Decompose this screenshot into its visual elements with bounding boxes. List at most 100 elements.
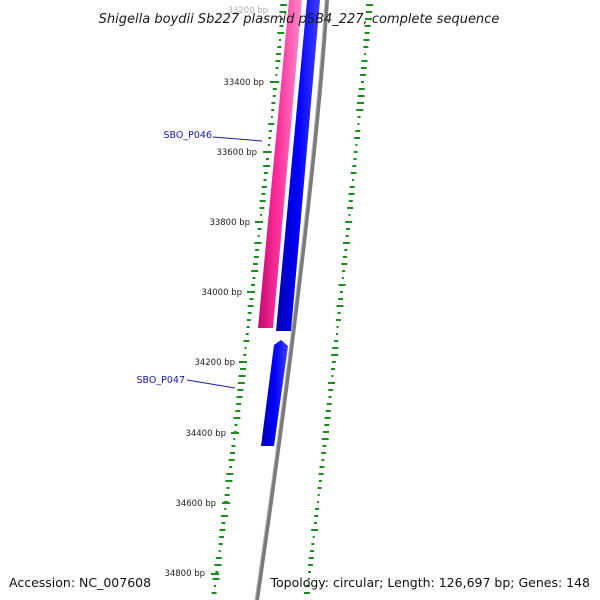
gc-dot: [339, 291, 343, 293]
reverse-cds-upper[interactable]: [276, 0, 320, 331]
gc-dot: [234, 424, 238, 426]
gc-dot: [243, 354, 247, 356]
tick-33400: 33400 bp: [223, 78, 278, 88]
gc-dot: [360, 67, 367, 69]
gc-dot: [268, 130, 272, 132]
gc-dot: [307, 564, 313, 566]
gc-dot: [231, 445, 236, 447]
gc-dot: [335, 319, 341, 321]
gc-dot: [254, 242, 262, 244]
gc-dot: [350, 172, 357, 174]
gc-dot: [251, 270, 259, 272]
backbone-arc-highlight: [254, 0, 326, 600]
gc-dot: [268, 123, 275, 125]
gene-label-sbo-p046[interactable]: SBO_P046: [164, 130, 263, 142]
gc-dot: [336, 326, 339, 328]
gc-dot: [349, 186, 355, 188]
gc-dot: [364, 18, 372, 20]
gc-dot: [279, 11, 287, 13]
gc-dot: [347, 207, 354, 209]
gc-dot: [363, 39, 370, 41]
svg-text:SBO_P046: SBO_P046: [164, 130, 212, 141]
gc-dot: [245, 333, 249, 335]
gc-dot: [272, 95, 276, 97]
gc-content-track-outer: [304, 4, 374, 594]
gc-dot: [317, 487, 322, 489]
gene-label-sbo-p047[interactable]: SBO_P047: [137, 375, 236, 389]
gc-dot: [233, 417, 241, 419]
gc-skew-track-inner: [211, 4, 288, 594]
svg-text:SBO_P047: SBO_P047: [137, 375, 185, 386]
tick-33200: 33200 bp: [227, 6, 268, 16]
gc-dot: [226, 487, 230, 489]
gc-dot: [353, 158, 357, 160]
gc-dot: [235, 410, 241, 412]
tick-label: 33400 bp: [223, 78, 264, 88]
map-title: Shigella boydii Sb227 plasmid pSB4_227, …: [99, 12, 500, 27]
gc-dot: [270, 116, 273, 118]
gc-dot: [345, 221, 353, 223]
gc-dot: [364, 25, 371, 27]
gc-dot: [271, 109, 275, 111]
gc-dot: [214, 585, 216, 587]
gc-dot: [357, 123, 360, 125]
gc-dot: [277, 46, 282, 48]
tick-label: 33600 bp: [216, 148, 257, 158]
gc-dot: [275, 60, 281, 62]
gc-dot: [221, 522, 226, 524]
sequence-summary: Topology: circular; Length: 126,697 bp; …: [270, 575, 591, 590]
gc-dot: [237, 389, 244, 391]
gc-dot: [305, 585, 310, 587]
gc-dot: [272, 88, 277, 90]
gc-dot: [220, 515, 228, 517]
gc-dot: [324, 417, 331, 419]
gc-dot: [267, 144, 270, 146]
gc-dot: [326, 403, 332, 405]
gc-dot: [214, 564, 222, 566]
gc-dot: [352, 165, 357, 167]
gc-dot: [317, 494, 320, 496]
gc-dot: [318, 473, 324, 475]
tick-label-top: 33200 bp: [227, 6, 268, 16]
gc-dot: [312, 536, 315, 538]
gc-dot: [215, 557, 222, 559]
tick-34400: 34400 bp: [185, 429, 239, 439]
gc-dot: [224, 494, 230, 496]
gc-dot: [218, 543, 223, 545]
gc-dot: [236, 396, 243, 398]
gc-dot: [261, 193, 266, 195]
gc-dot: [257, 228, 262, 230]
tick-34200: 34200 bp: [194, 358, 247, 368]
gc-dot: [332, 347, 339, 349]
gc-dot: [233, 438, 236, 440]
gc-dot: [338, 298, 344, 300]
gc-dot: [343, 256, 347, 258]
gc-dot: [321, 438, 329, 440]
gc-dot: [357, 95, 365, 97]
tick-label: 34200 bp: [194, 358, 235, 368]
gc-dot: [244, 347, 247, 349]
gc-dot: [335, 333, 338, 335]
gc-dot: [279, 25, 284, 27]
gc-dot: [249, 298, 254, 300]
tick-label: 34000 bp: [201, 288, 242, 298]
gc-dot: [324, 424, 330, 426]
gc-dot: [247, 312, 252, 314]
gc-dot: [343, 242, 350, 244]
tick-label: 34400 bp: [185, 429, 226, 439]
gc-dot: [271, 102, 276, 104]
gc-dot: [255, 249, 260, 251]
tick-34800: 34800 bp: [164, 569, 219, 579]
gc-dot: [338, 284, 346, 286]
accession-label: Accession: NC_007608: [9, 575, 151, 590]
gc-dot: [356, 109, 364, 111]
gc-dot: [263, 165, 271, 167]
gc-dot: [336, 305, 344, 307]
reverse-cds-sbo-p047[interactable]: [261, 340, 288, 446]
gc-dot: [237, 382, 245, 384]
gc-dot: [268, 137, 272, 139]
gc-dot: [243, 340, 250, 342]
forward-cds-sbo-p046[interactable]: [258, 0, 302, 328]
gc-dot: [331, 375, 334, 377]
